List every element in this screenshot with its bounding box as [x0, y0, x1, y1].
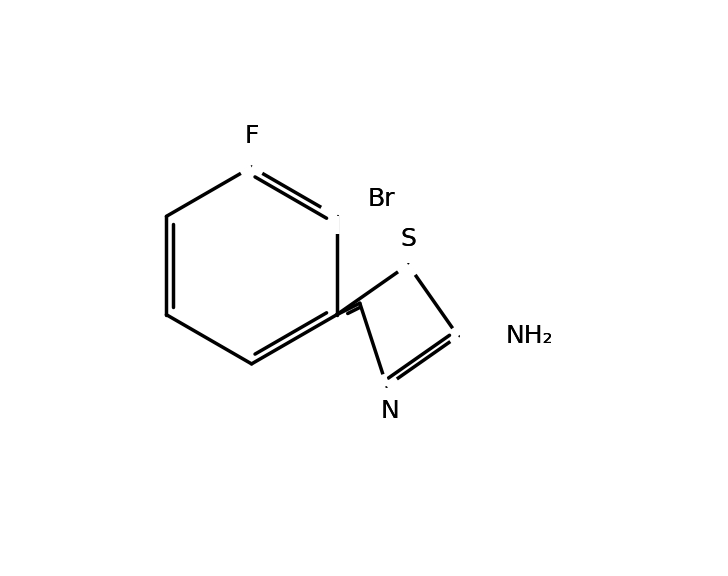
Text: S: S: [400, 228, 416, 252]
Text: N: N: [380, 399, 399, 423]
Text: S: S: [400, 228, 416, 252]
Text: F: F: [245, 124, 259, 148]
Text: Br: Br: [368, 187, 395, 211]
Text: F: F: [245, 124, 259, 148]
Text: N: N: [380, 399, 399, 423]
Text: NH₂: NH₂: [506, 324, 553, 348]
Text: NH₂: NH₂: [506, 324, 553, 348]
Text: Br: Br: [368, 187, 395, 211]
